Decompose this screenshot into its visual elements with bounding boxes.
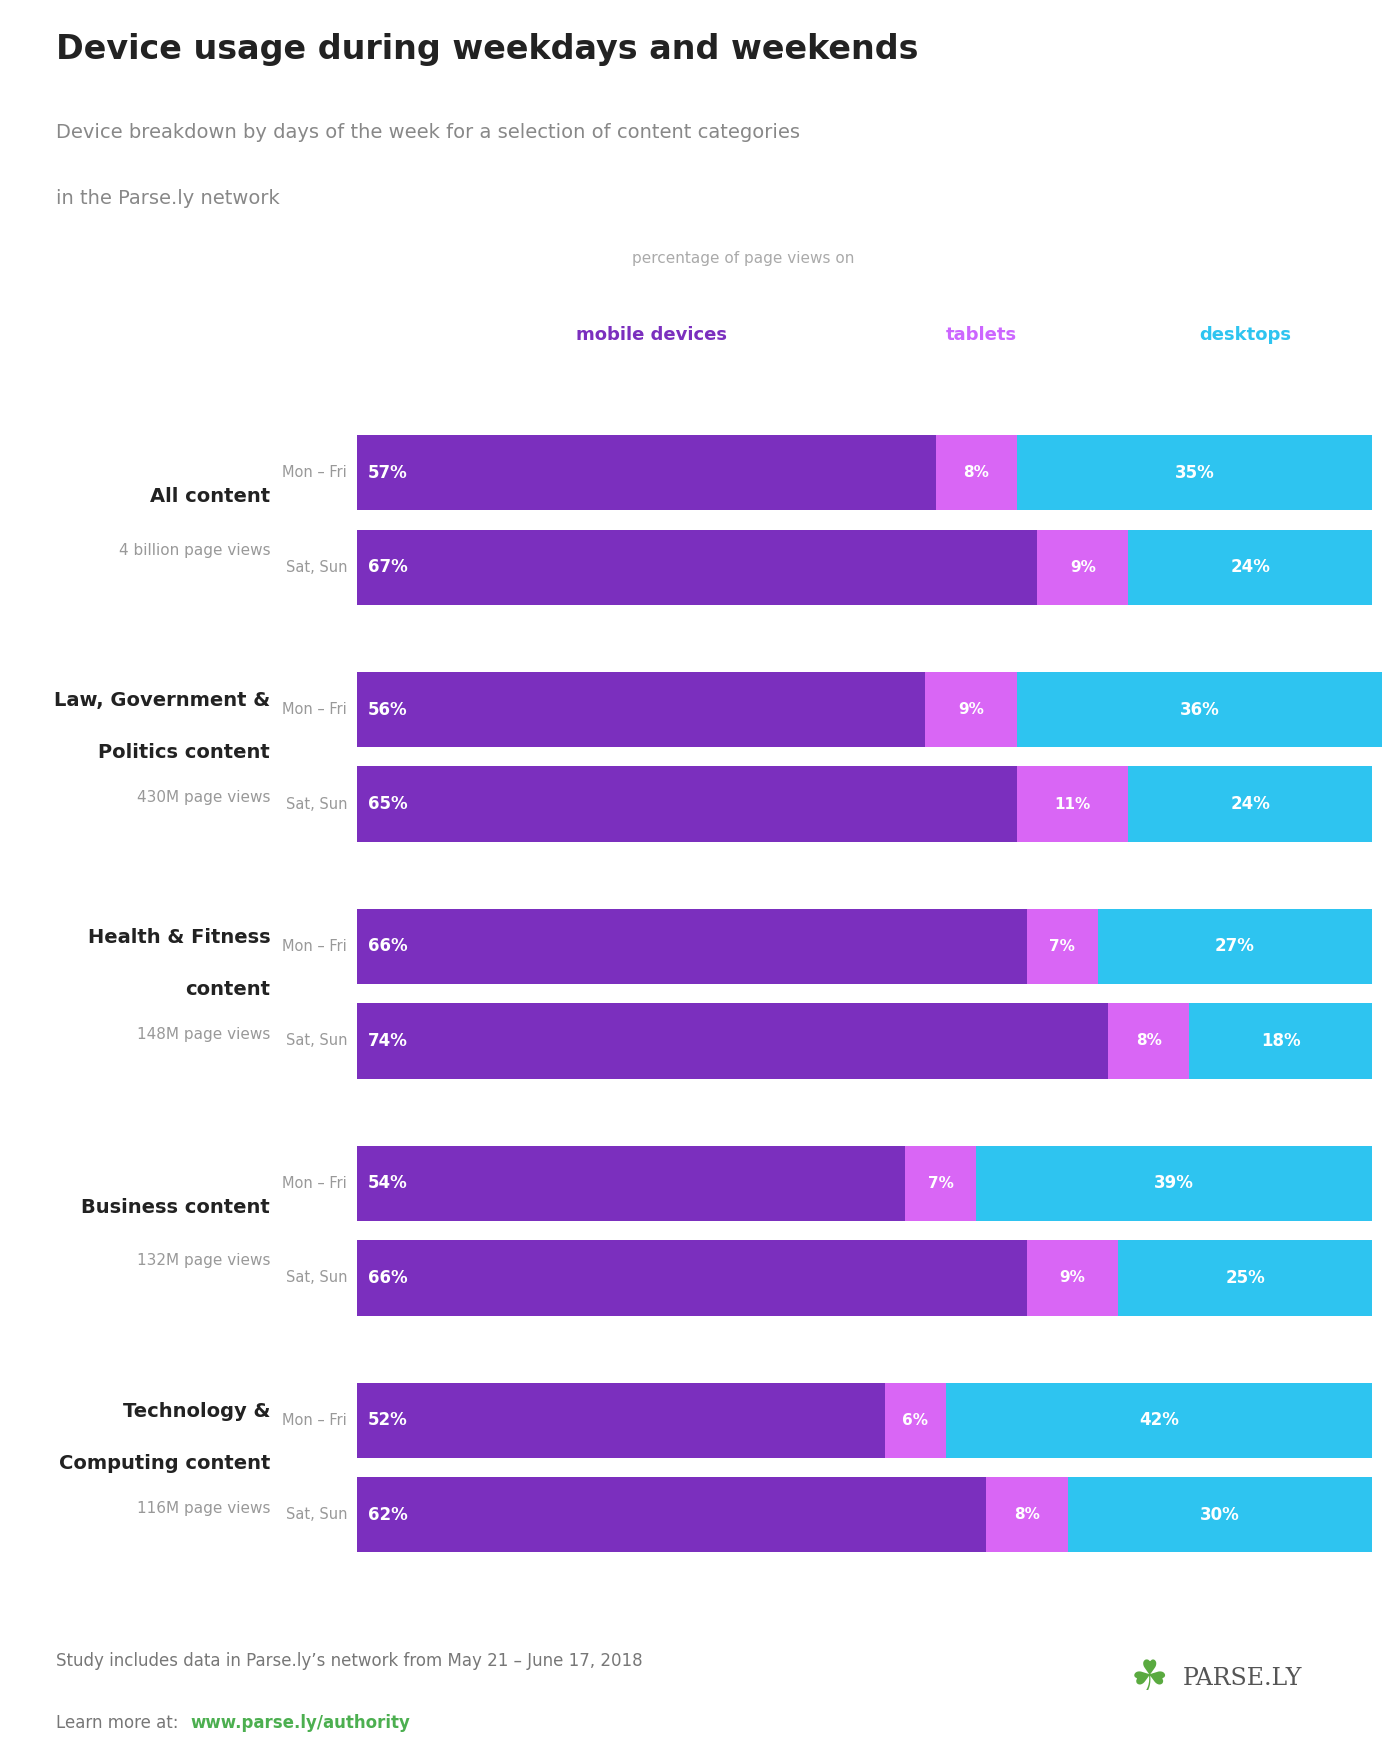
Text: 39%: 39% xyxy=(1154,1174,1194,1192)
Text: Learn more at:: Learn more at: xyxy=(56,1714,189,1732)
Text: Sat, Sun: Sat, Sun xyxy=(286,1271,347,1285)
Bar xyxy=(976,1146,1372,1221)
Text: Mon – Fri: Mon – Fri xyxy=(283,940,347,954)
Bar xyxy=(357,1383,885,1457)
Bar xyxy=(1016,766,1128,841)
Text: www.parse.ly/authority: www.parse.ly/authority xyxy=(190,1714,410,1732)
Text: Sat, Sun: Sat, Sun xyxy=(286,797,347,811)
Text: percentage of page views on: percentage of page views on xyxy=(631,252,854,266)
Text: Computing content: Computing content xyxy=(59,1454,270,1473)
Text: Sat, Sun: Sat, Sun xyxy=(286,1033,347,1049)
Bar xyxy=(906,1146,976,1221)
Text: 132M page views: 132M page views xyxy=(137,1253,270,1269)
Text: 36%: 36% xyxy=(1180,700,1219,718)
Text: tablets: tablets xyxy=(945,326,1016,345)
Text: 74%: 74% xyxy=(368,1031,407,1051)
Text: 24%: 24% xyxy=(1231,558,1270,576)
Bar xyxy=(935,435,1016,510)
Text: Mon – Fri: Mon – Fri xyxy=(283,702,347,716)
Text: content: content xyxy=(185,980,270,1000)
Bar xyxy=(1128,530,1372,605)
Bar xyxy=(357,1477,986,1552)
Bar xyxy=(1189,1003,1372,1079)
Text: in the Parse.ly network: in the Parse.ly network xyxy=(56,188,280,208)
Text: 9%: 9% xyxy=(1060,1271,1085,1285)
Bar xyxy=(986,1477,1067,1552)
Text: 66%: 66% xyxy=(368,938,407,956)
Text: Business content: Business content xyxy=(81,1199,270,1216)
Text: 66%: 66% xyxy=(368,1269,407,1287)
Bar xyxy=(1028,908,1098,984)
Text: 148M page views: 148M page views xyxy=(137,1028,270,1042)
Text: 42%: 42% xyxy=(1140,1412,1179,1429)
Bar xyxy=(1016,672,1382,748)
Bar xyxy=(1028,1241,1119,1315)
Text: 65%: 65% xyxy=(368,796,407,813)
Text: Politics content: Politics content xyxy=(98,743,270,762)
Text: Law, Government &: Law, Government & xyxy=(55,692,270,711)
Text: Health & Fitness: Health & Fitness xyxy=(88,928,270,947)
Text: ☘: ☘ xyxy=(1131,1658,1169,1698)
Bar xyxy=(357,1241,1028,1315)
Text: 35%: 35% xyxy=(1175,463,1214,482)
Text: mobile devices: mobile devices xyxy=(575,326,727,345)
Text: Device usage during weekdays and weekends: Device usage during weekdays and weekend… xyxy=(56,33,918,65)
Text: Sat, Sun: Sat, Sun xyxy=(286,1507,347,1522)
Text: 6%: 6% xyxy=(902,1413,928,1427)
Bar xyxy=(885,1383,946,1457)
Text: 9%: 9% xyxy=(1070,560,1096,576)
Bar xyxy=(946,1383,1372,1457)
Bar xyxy=(357,435,935,510)
Text: 8%: 8% xyxy=(1135,1033,1162,1049)
Text: 62%: 62% xyxy=(368,1507,407,1524)
Text: 8%: 8% xyxy=(963,465,988,480)
Text: Mon – Fri: Mon – Fri xyxy=(283,465,347,480)
Text: Technology &: Technology & xyxy=(123,1403,270,1420)
Text: Mon – Fri: Mon – Fri xyxy=(283,1413,347,1427)
Text: 30%: 30% xyxy=(1200,1507,1239,1524)
Bar xyxy=(1067,1477,1372,1552)
Text: 7%: 7% xyxy=(1050,940,1075,954)
Bar xyxy=(357,1003,1109,1079)
Text: 9%: 9% xyxy=(958,702,984,716)
Text: Sat, Sun: Sat, Sun xyxy=(286,560,347,576)
Text: 18%: 18% xyxy=(1261,1031,1301,1051)
Text: Device breakdown by days of the week for a selection of content categories: Device breakdown by days of the week for… xyxy=(56,123,799,143)
Text: 8%: 8% xyxy=(1014,1507,1040,1522)
Bar xyxy=(357,766,1016,841)
Text: 4 billion page views: 4 billion page views xyxy=(119,542,270,558)
Bar xyxy=(1119,1241,1372,1315)
Bar xyxy=(357,530,1037,605)
Text: 11%: 11% xyxy=(1054,797,1091,811)
Text: 430M page views: 430M page views xyxy=(137,790,270,806)
Bar xyxy=(1016,435,1372,510)
Text: 116M page views: 116M page views xyxy=(137,1501,270,1515)
Bar xyxy=(357,1146,906,1221)
Text: All content: All content xyxy=(150,488,270,507)
Text: 54%: 54% xyxy=(368,1174,407,1192)
Text: desktops: desktops xyxy=(1200,326,1291,345)
Bar xyxy=(357,908,1028,984)
Bar xyxy=(1037,530,1128,605)
Bar xyxy=(1109,1003,1189,1079)
Text: 52%: 52% xyxy=(368,1412,407,1429)
Text: 25%: 25% xyxy=(1225,1269,1266,1287)
Text: 56%: 56% xyxy=(368,700,407,718)
Text: 57%: 57% xyxy=(368,463,407,482)
Text: 7%: 7% xyxy=(928,1176,953,1192)
Text: 67%: 67% xyxy=(368,558,407,576)
Text: Study includes data in Parse.ly’s network from May 21 – June 17, 2018: Study includes data in Parse.ly’s networ… xyxy=(56,1653,643,1670)
Text: Mon – Fri: Mon – Fri xyxy=(283,1176,347,1192)
Bar xyxy=(1128,766,1372,841)
Text: PARSE.LY: PARSE.LY xyxy=(1183,1667,1302,1690)
Bar xyxy=(925,672,1016,748)
Bar xyxy=(357,672,925,748)
Bar xyxy=(1098,908,1372,984)
Text: 27%: 27% xyxy=(1215,938,1254,956)
Text: 24%: 24% xyxy=(1231,796,1270,813)
